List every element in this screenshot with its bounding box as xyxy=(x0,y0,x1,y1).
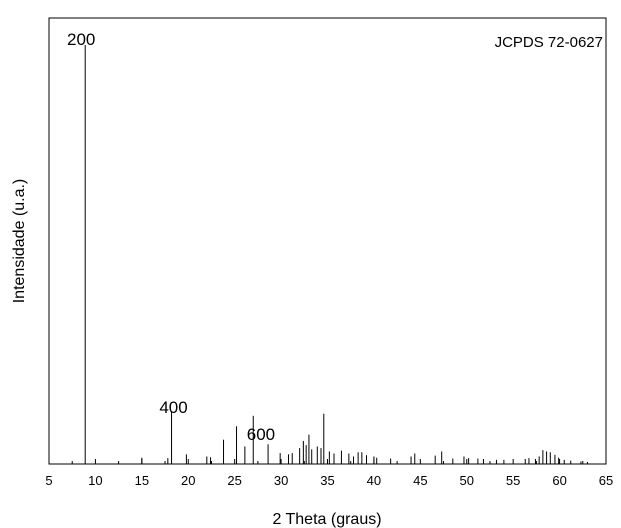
x-tick-label: 60 xyxy=(552,473,566,488)
peak-label: 600 xyxy=(247,425,275,444)
x-tick-label: 50 xyxy=(460,473,474,488)
x-tick-label: 55 xyxy=(506,473,520,488)
peak-label: 400 xyxy=(159,398,187,417)
x-axis-ticks: 5 10 15 20 25 30 35 40 45 50 55 60 65 xyxy=(45,459,613,488)
x-tick-label: 35 xyxy=(320,473,334,488)
x-tick-label: 10 xyxy=(88,473,102,488)
x-tick-label: 5 xyxy=(45,473,52,488)
x-tick-label: 40 xyxy=(367,473,381,488)
y-axis-label: Intensidade (u.a.) xyxy=(11,179,28,304)
x-tick-label: 15 xyxy=(135,473,149,488)
x-tick-label: 25 xyxy=(227,473,241,488)
x-tick-label: 30 xyxy=(274,473,288,488)
diffraction-peaks xyxy=(84,45,588,464)
x-tick-label: 65 xyxy=(599,473,613,488)
peak-labels: 200 400 600 xyxy=(67,30,275,444)
x-tick-label: 45 xyxy=(413,473,427,488)
plot-frame xyxy=(48,17,607,465)
x-axis-label: 2 Theta (graus) xyxy=(272,511,381,528)
peak-label: 200 xyxy=(67,30,95,49)
legend-reference-label: JCPDS 72-0627 xyxy=(495,34,603,51)
x-tick-label: 20 xyxy=(181,473,195,488)
